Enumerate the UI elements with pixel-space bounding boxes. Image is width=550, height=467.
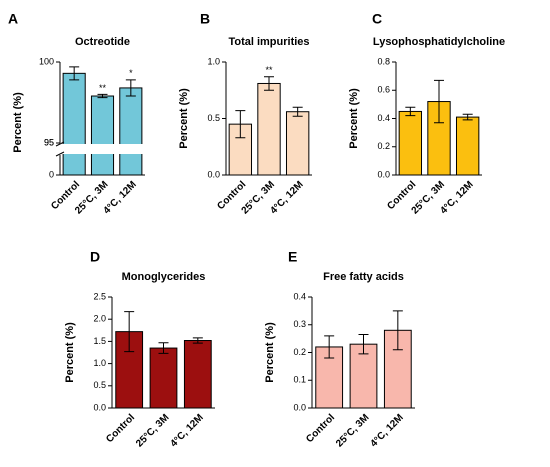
significance: ** — [265, 65, 273, 75]
error-bar — [264, 76, 274, 91]
y-tick-label: 0.5 — [93, 380, 106, 390]
axis-break — [52, 144, 145, 154]
y-tick-label: 0.8 — [377, 56, 390, 66]
bar — [257, 82, 281, 176]
break-mark — [55, 141, 65, 157]
error-bar — [392, 310, 403, 351]
y-tick-label: 1.0 — [207, 56, 220, 66]
error-bar — [405, 106, 416, 117]
y-tick-label: 0.0 — [377, 169, 390, 179]
y-tick-label: 0.0 — [93, 402, 106, 412]
error-bar — [125, 79, 136, 97]
error-bar — [434, 79, 444, 124]
error-bar — [235, 110, 246, 139]
error-bar — [358, 333, 369, 355]
bar — [119, 87, 143, 176]
y-axis-label: Percent (%) — [64, 322, 76, 383]
bar — [183, 340, 212, 409]
x-tick-label: 4°C, 12M — [168, 412, 205, 449]
y-tick-label: 0.0 — [207, 169, 220, 179]
bar — [398, 110, 423, 176]
y-tick-label: 0.6 — [377, 85, 390, 95]
chart-title: Monoglycerides — [122, 271, 206, 283]
y-tick-label: 0 — [49, 169, 54, 179]
bar — [62, 72, 86, 176]
y-tick-label: 0.5 — [207, 113, 220, 123]
y-axis-label: Percent (%) — [348, 88, 360, 149]
error-bar — [462, 113, 473, 121]
bar — [349, 343, 378, 409]
y-tick-label: 2.5 — [93, 291, 106, 301]
x-tick-label: 25°C, 3M — [134, 412, 171, 449]
x-tick-label: Control — [304, 412, 337, 445]
error-bar — [97, 93, 108, 99]
y-tick-label: 0.0 — [293, 402, 306, 412]
x-tick-label: 25°C, 3M — [334, 412, 371, 449]
chart-title: Octreotide — [75, 36, 130, 48]
panel-letter: A — [8, 11, 18, 27]
y-tick-label: 0.4 — [377, 113, 390, 123]
panel-letter: E — [288, 249, 297, 265]
y-tick-label: 2.0 — [93, 314, 106, 324]
y-axis-label: Percent (%) — [12, 92, 24, 153]
y-tick-label: 0.2 — [293, 347, 306, 357]
panel-letter: B — [200, 11, 210, 27]
y-axis-label: Percent (%) — [264, 322, 276, 383]
panel-letter: D — [90, 249, 100, 265]
bar — [285, 111, 310, 176]
y-tick-label: 1.0 — [93, 358, 106, 368]
y-tick-label: 95 — [44, 137, 54, 147]
significance: ** — [99, 83, 107, 93]
y-tick-label: 0.2 — [377, 141, 390, 151]
significance: * — [129, 68, 133, 78]
y-tick-label: 0.3 — [293, 319, 306, 329]
error-bar — [124, 311, 135, 353]
chart-title: Free fatty acids — [323, 271, 404, 283]
y-tick-label: 1.5 — [93, 336, 106, 346]
bar — [149, 347, 178, 409]
y-axis-label: Percent (%) — [178, 88, 190, 149]
error-bar — [192, 337, 203, 344]
bar — [455, 116, 480, 176]
y-tick-label: 100 — [39, 56, 54, 66]
y-tick-label: 0.4 — [293, 291, 306, 301]
y-tick-label: 0.1 — [293, 375, 306, 385]
bar — [90, 95, 115, 176]
error-bar — [158, 342, 169, 354]
x-tick-label: Control — [104, 412, 137, 445]
error-bar — [292, 106, 303, 117]
error-bar — [324, 335, 335, 359]
y-tick-label: 95 — [44, 137, 54, 147]
chart-title: Total impurities — [228, 36, 309, 48]
chart-title: Lysophosphatidylcholine — [373, 36, 505, 48]
error-bar — [69, 66, 80, 81]
x-tick-label: 4°C, 12M — [368, 412, 405, 449]
panel-letter: C — [372, 11, 382, 27]
